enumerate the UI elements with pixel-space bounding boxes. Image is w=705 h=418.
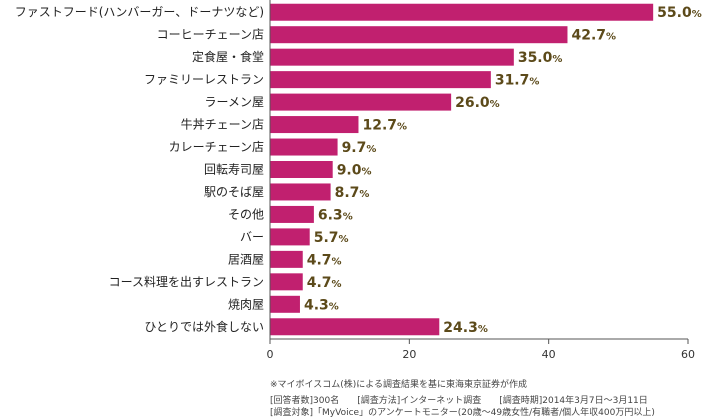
value-label: 4.3% [304, 297, 339, 313]
category-label: カレーチェーン店 [169, 140, 264, 154]
value-unit: % [366, 144, 376, 155]
category-label: ラーメン屋 [204, 95, 264, 109]
category-label: ファストフード(ハンバーガー、ドーナツなど) [15, 5, 264, 19]
category-label: 駅のそば屋 [204, 185, 264, 199]
category-label: 焼肉屋 [228, 297, 264, 311]
value-label: 6.3% [318, 207, 353, 223]
value-unit: % [692, 9, 702, 20]
bar [270, 93, 452, 111]
value-label: 31.7% [495, 73, 540, 89]
survey-info-line-2: [調査対象]「MyVoice」のアンケートモニター(20歳～49歳女性/有職者/… [270, 408, 655, 418]
value-unit: % [552, 54, 562, 65]
value-unit: % [490, 99, 500, 110]
x-axis: 0 20 40 60 [267, 0, 695, 361]
category-label: その他 [228, 207, 264, 221]
value-label: 4.7% [307, 275, 342, 291]
bar-chart: ファストフード(ハンバーガー、ドーナツなど) 55.0% コーヒーチェーン店 42.7… [15, 0, 702, 361]
value-unit: % [332, 279, 342, 290]
value-label: 24.3% [443, 320, 488, 336]
category-label: コーヒーチェーン店 [157, 28, 264, 42]
value-unit: % [329, 301, 339, 312]
bar [270, 116, 359, 134]
value-unit: % [359, 189, 369, 200]
value-unit: % [397, 122, 407, 133]
bar [270, 48, 514, 66]
bar [270, 318, 440, 336]
x-tick-label: 20 [402, 348, 416, 361]
category-label: コース料理を出すレストラン [109, 275, 264, 289]
bar [270, 138, 338, 156]
bars-group: ファストフード(ハンバーガー、ドーナツなど) 55.0% コーヒーチェーン店 42.7… [15, 3, 702, 336]
category-label: 牛丼チェーン店 [181, 117, 264, 132]
bar [270, 295, 300, 313]
category-label: ひとりでは外食しない [144, 319, 264, 334]
bar [270, 205, 314, 223]
x-tick-label: 0 [267, 348, 274, 361]
value-label: 5.7% [314, 230, 349, 246]
x-tick-label: 60 [681, 348, 695, 361]
value-label: 35.0% [518, 50, 563, 66]
value-label: 42.7% [571, 28, 616, 44]
survey-info-line-1: [回答者数]300名 [調査方法]インターネット調査 [調査時期]2014年3月… [270, 396, 648, 406]
bar [270, 71, 491, 89]
bar [270, 228, 310, 246]
bar [270, 183, 331, 201]
value-label: 55.0% [657, 5, 702, 21]
category-label: 回転寿司屋 [204, 163, 264, 177]
value-label: 9.0% [337, 163, 372, 179]
bar [270, 250, 303, 268]
value-label: 8.7% [335, 185, 370, 201]
value-label: 9.7% [342, 140, 377, 156]
category-label: 居酒屋 [228, 252, 264, 266]
value-unit: % [339, 234, 349, 245]
x-tick-label: 40 [542, 348, 556, 361]
value-unit: % [332, 256, 342, 267]
category-label: バー [240, 230, 264, 244]
value-unit: % [478, 324, 488, 335]
category-label: ファミリーレストラン [144, 73, 264, 87]
source-note: ※マイボイスコム(株)による調査結果を基に東海東京証券が作成 [270, 380, 528, 390]
value-label: 12.7% [362, 118, 407, 134]
bar [270, 161, 333, 178]
bar [270, 3, 654, 21]
bar [270, 26, 568, 44]
value-unit: % [362, 167, 372, 178]
category-label: 定食屋・食堂 [192, 49, 264, 64]
bar [270, 273, 303, 291]
value-unit: % [529, 77, 539, 88]
value-unit: % [343, 211, 353, 222]
value-label: 4.7% [307, 252, 342, 268]
value-unit: % [606, 32, 616, 43]
value-label: 26.0% [455, 95, 500, 111]
